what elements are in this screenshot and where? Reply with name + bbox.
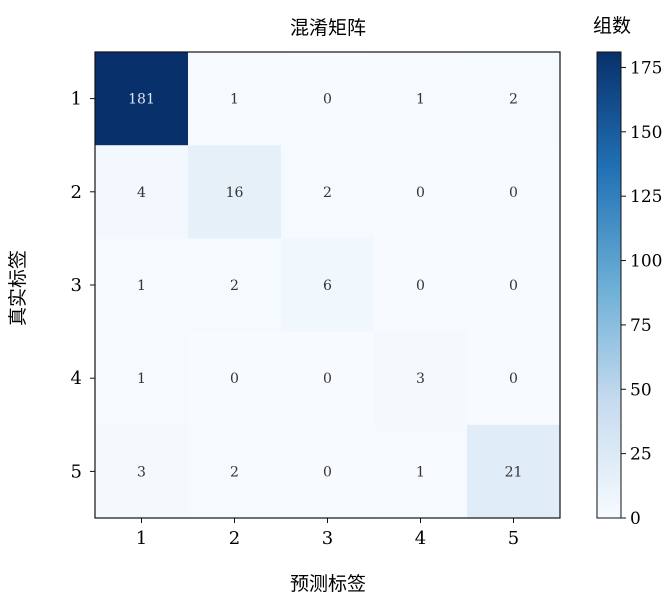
heatmap-cell bbox=[374, 145, 468, 239]
cell-value-label: 3 bbox=[137, 464, 146, 480]
cell-value-label: 1 bbox=[416, 92, 425, 108]
colorbar-ticks: 0 25 50 75 100 125 150 175 bbox=[621, 58, 662, 529]
heatmap-cell bbox=[188, 52, 282, 146]
cell-value-label: 2 bbox=[323, 185, 332, 201]
heatmap-cell bbox=[374, 238, 468, 333]
cell-value-label: 3 bbox=[416, 371, 425, 387]
colorbar bbox=[596, 51, 622, 519]
cell-value-label: 2 bbox=[230, 278, 239, 294]
cell-value-label: 1 bbox=[230, 92, 239, 108]
x-tick-label: 4 bbox=[415, 528, 426, 549]
heatmap-cell bbox=[281, 424, 375, 519]
heatmap-cell bbox=[467, 52, 561, 146]
heatmap-cell bbox=[95, 331, 189, 426]
heatmap-cell bbox=[467, 424, 561, 519]
heatmap-cell bbox=[281, 52, 375, 146]
x-tick-label: 1 bbox=[136, 528, 147, 549]
heatmap-cells bbox=[95, 52, 561, 519]
cell-value-label: 0 bbox=[230, 371, 239, 387]
heatmap-cell bbox=[95, 52, 189, 146]
cell-value-label: 0 bbox=[323, 464, 332, 480]
cell-value-label: 16 bbox=[226, 185, 244, 201]
colorbar-tick-label: 150 bbox=[630, 123, 662, 143]
y-tick-label: 3 bbox=[71, 275, 82, 296]
heatmap-cell bbox=[281, 331, 375, 426]
heatmap-cell-labels: 181 1 0 1 24 16 2 0 01 2 6 0 01 0 0 3 03 2 0 1 21 bbox=[128, 92, 522, 481]
chart-title: 混淆矩阵 bbox=[290, 17, 366, 39]
cell-value-label: 0 bbox=[509, 371, 518, 387]
cell-value-label: 4 bbox=[137, 185, 146, 201]
x-axis-label: 预测标签 bbox=[290, 573, 366, 594]
cell-value-label: 2 bbox=[509, 92, 518, 108]
heatmap-cell bbox=[95, 145, 189, 239]
heatmap-cell bbox=[95, 424, 189, 519]
cell-value-label: 0 bbox=[416, 185, 425, 201]
heatmap-cell bbox=[374, 52, 468, 146]
heatmap-cell bbox=[467, 331, 561, 426]
heatmap-cell bbox=[374, 424, 468, 519]
colorbar-tick-label: 75 bbox=[630, 316, 652, 336]
y-tick-label: 4 bbox=[71, 368, 82, 389]
cell-value-label: 6 bbox=[323, 278, 332, 294]
cell-value-label: 0 bbox=[416, 278, 425, 294]
cell-value-label: 1 bbox=[137, 278, 146, 294]
heatmap-cell bbox=[188, 238, 282, 333]
heatmap-cell bbox=[188, 145, 282, 239]
y-axis-ticks: 1 2 3 4 5 bbox=[71, 89, 95, 482]
heatmap-cell bbox=[467, 238, 561, 333]
cell-value-label: 1 bbox=[137, 371, 146, 387]
y-tick-label: 1 bbox=[71, 89, 82, 110]
cell-value-label: 1 bbox=[416, 464, 425, 480]
colorbar-tick-label: 100 bbox=[630, 252, 662, 272]
heatmap-cell bbox=[188, 331, 282, 426]
x-tick-label: 3 bbox=[322, 528, 333, 549]
x-axis-ticks: 1 2 3 4 5 bbox=[136, 518, 519, 549]
colorbar-tick-label: 0 bbox=[630, 509, 641, 529]
heatmap-cell bbox=[95, 238, 189, 333]
y-tick-label: 2 bbox=[71, 182, 82, 203]
colorbar-tick-label: 50 bbox=[630, 380, 652, 400]
y-tick-label: 5 bbox=[71, 461, 82, 482]
cell-value-label: 0 bbox=[509, 278, 518, 294]
cell-value-label: 2 bbox=[230, 464, 239, 480]
heatmap-cell bbox=[374, 331, 468, 426]
colorbar-tick-label: 25 bbox=[630, 445, 652, 465]
colorbar-tick-label: 175 bbox=[630, 58, 662, 78]
x-tick-label: 5 bbox=[508, 528, 519, 549]
cell-value-label: 0 bbox=[323, 92, 332, 108]
cell-value-label: 0 bbox=[323, 371, 332, 387]
heatmap-cell bbox=[467, 145, 561, 239]
colorbar-tick-label: 125 bbox=[630, 187, 662, 207]
x-tick-label: 2 bbox=[229, 528, 240, 549]
y-axis-label: 真实标签 bbox=[7, 250, 29, 326]
heatmap-cell bbox=[281, 145, 375, 239]
cell-value-label: 181 bbox=[128, 92, 155, 108]
heatmap-cell bbox=[188, 424, 282, 519]
heatmap-cell bbox=[281, 238, 375, 333]
cell-value-label: 0 bbox=[509, 185, 518, 201]
cell-value-label: 21 bbox=[505, 464, 523, 480]
colorbar-label: 组数 bbox=[593, 15, 631, 37]
